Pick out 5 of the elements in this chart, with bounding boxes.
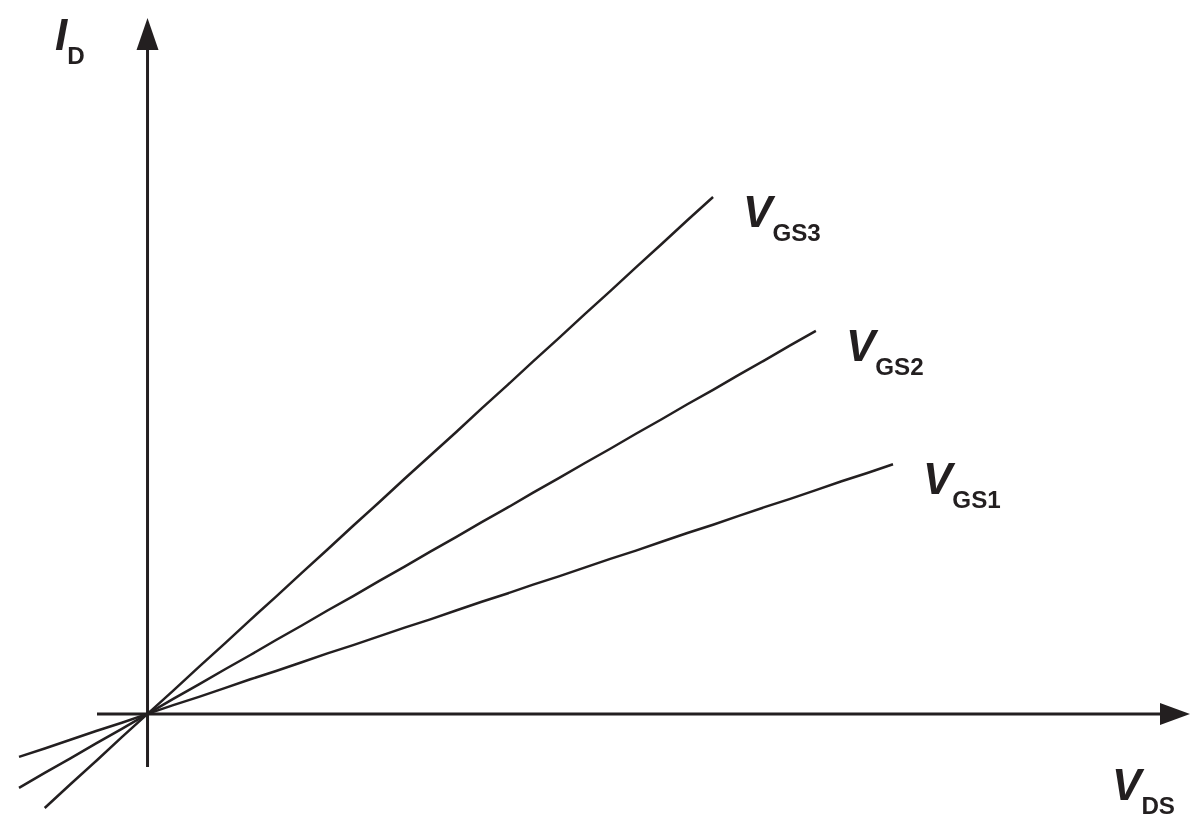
series-label: V$_{GS2}$ [845, 320, 924, 380]
y-axis-title: I$_{D}$ [55, 10, 85, 69]
series-label: V$_{GS1}$ [923, 454, 1001, 513]
series-label: V$_{GS3}$ [743, 187, 821, 246]
x-axis-title: V$_{DS}$ [1112, 760, 1175, 815]
